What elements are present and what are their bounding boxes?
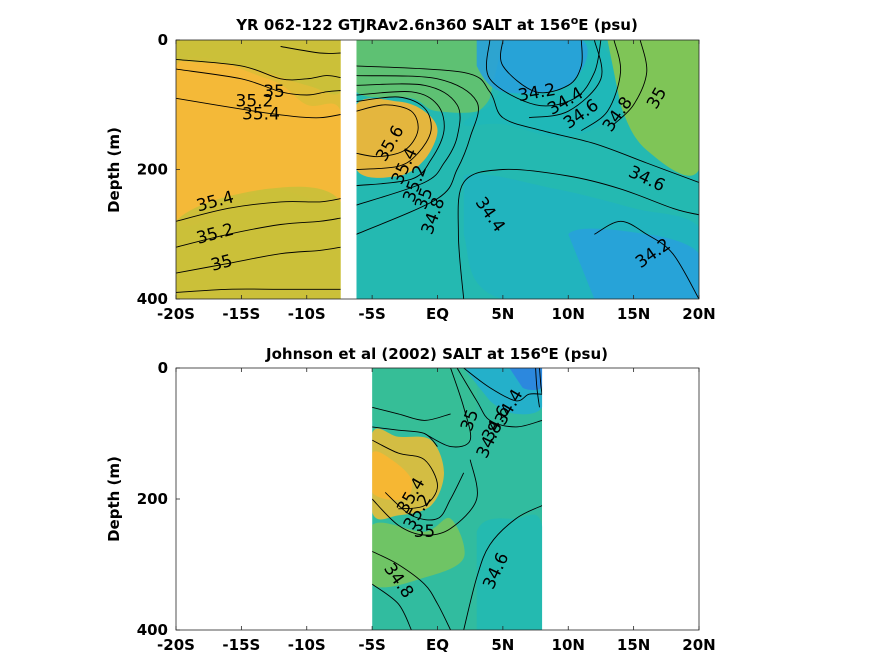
top-contour-line <box>176 97 341 119</box>
top-y-tick-label: 400 <box>137 290 168 308</box>
bottom-contour-line <box>371 459 478 536</box>
top-contour-line <box>500 40 583 94</box>
top-data-gap <box>340 40 357 299</box>
bottom-x-tick-label: EQ <box>426 636 449 654</box>
bottom-x-tick-label: -10S <box>288 636 326 654</box>
top-contour-line <box>356 83 461 206</box>
bottom-x-tick-label: 5N <box>491 636 514 654</box>
top-x-tick-label: -10S <box>288 305 326 323</box>
bottom-contour-line <box>384 472 465 521</box>
bottom-y-tick-labels: 0 200 400 <box>137 359 180 639</box>
top-contour-line <box>528 40 603 119</box>
top-contour-line <box>594 220 699 299</box>
bottom-contour-line <box>371 583 412 630</box>
top-contour-label: 35 <box>263 82 285 102</box>
top-contour-line <box>280 46 341 54</box>
bottom-y-axis-label: Depth (m) <box>105 456 123 542</box>
bottom-contour-line <box>424 368 472 448</box>
top-x-tick-label: EQ <box>426 305 449 323</box>
top-y-tick-label: 200 <box>137 161 168 179</box>
top-x-tick-label: -15S <box>222 305 260 323</box>
top-contour-line <box>356 65 699 183</box>
top-contour-label: 35.2 <box>236 92 274 112</box>
bottom-contour-line <box>371 550 452 630</box>
top-contour-line <box>581 40 622 131</box>
top-fill-region <box>176 40 355 95</box>
bottom-panel: Johnson et al (2002) SALT at 156oE (psu)… <box>105 343 716 654</box>
bottom-x-tick-label: -15S <box>222 636 260 654</box>
top-contour-line <box>176 217 341 248</box>
top-x-tick-label: 15N <box>617 305 650 323</box>
top-contour-line <box>176 198 341 222</box>
top-contour-line <box>176 68 341 96</box>
bottom-fill-region <box>372 451 413 501</box>
top-contour-line <box>176 288 341 293</box>
bottom-fill-layer <box>372 368 550 630</box>
bottom-y-tick-label: 200 <box>137 490 168 508</box>
bottom-contour-line <box>539 368 543 395</box>
top-fill-region <box>176 56 348 227</box>
top-fill-region <box>176 186 356 299</box>
top-contour-line <box>457 168 699 299</box>
bottom-no-data-west <box>176 368 373 630</box>
top-x-tick-labels: -20S -15S -10S -5S EQ 5N 10N 15N 20N <box>157 40 716 323</box>
bottom-contour-line <box>463 505 543 630</box>
top-contour-line <box>356 91 445 187</box>
top-contour-line <box>356 75 479 235</box>
top-x-tick-label: -20S <box>157 305 195 323</box>
top-fill-region <box>568 228 699 299</box>
top-contour-label: 35.4 <box>242 104 280 124</box>
top-y-tick-label: 0 <box>158 31 168 49</box>
top-y-tick-labels: 0 200 400 <box>137 31 180 308</box>
bottom-contour-line <box>371 439 438 510</box>
top-contour-layer <box>176 40 699 299</box>
bottom-y-tick-label: 400 <box>137 621 168 639</box>
bottom-contour-line <box>372 426 438 447</box>
bottom-contour-label: 35 <box>414 522 436 542</box>
bottom-y-tick-label: 0 <box>158 359 168 377</box>
top-fill-region <box>356 98 438 178</box>
top-contour-line <box>613 40 648 125</box>
top-fill-layer <box>176 40 699 299</box>
bottom-panel-title: Johnson et al (2002) SALT at 156oE (psu) <box>265 343 608 363</box>
top-fill-region <box>476 40 588 94</box>
top-fill-region <box>356 40 512 113</box>
top-contour-line <box>176 246 341 274</box>
bottom-x-tick-label: -20S <box>157 636 195 654</box>
bottom-x-tick-label: 20N <box>682 636 715 654</box>
top-x-tick-label: 10N <box>552 305 585 323</box>
top-contour-line <box>356 104 419 158</box>
bottom-contour-line <box>535 368 540 408</box>
bottom-x-tick-label: 10N <box>552 636 585 654</box>
top-panel: YR 062-122 GTJRAv2.6n360 SALT at 156oE (… <box>105 14 716 323</box>
top-panel-title: YR 062-122 GTJRAv2.6n360 SALT at 156oE (… <box>235 14 638 34</box>
bottom-fill-region <box>476 514 549 630</box>
bottom-no-data-east <box>542 368 699 630</box>
top-x-tick-label: -5S <box>358 305 385 323</box>
top-fill-region <box>607 40 699 176</box>
top-x-tick-label: 5N <box>491 305 514 323</box>
top-contour-line <box>356 96 432 170</box>
bottom-contour-line <box>371 406 451 421</box>
bottom-x-tick-labels: -20S -15S -10S -5S EQ 5N 10N 15N 20N <box>157 368 716 654</box>
bottom-fill-region <box>372 517 465 588</box>
top-x-tick-label: 20N <box>682 305 715 323</box>
bottom-x-tick-label: -5S <box>358 636 385 654</box>
bottom-x-tick-label: 15N <box>617 636 650 654</box>
bottom-fill-region <box>372 368 478 448</box>
bottom-contour-line <box>456 368 543 428</box>
top-y-axis-label: Depth (m) <box>105 127 123 213</box>
top-contour-line <box>486 40 602 107</box>
top-contour-line <box>176 58 341 81</box>
bottom-contour-line <box>463 368 543 402</box>
bottom-contour-layer <box>176 368 699 630</box>
